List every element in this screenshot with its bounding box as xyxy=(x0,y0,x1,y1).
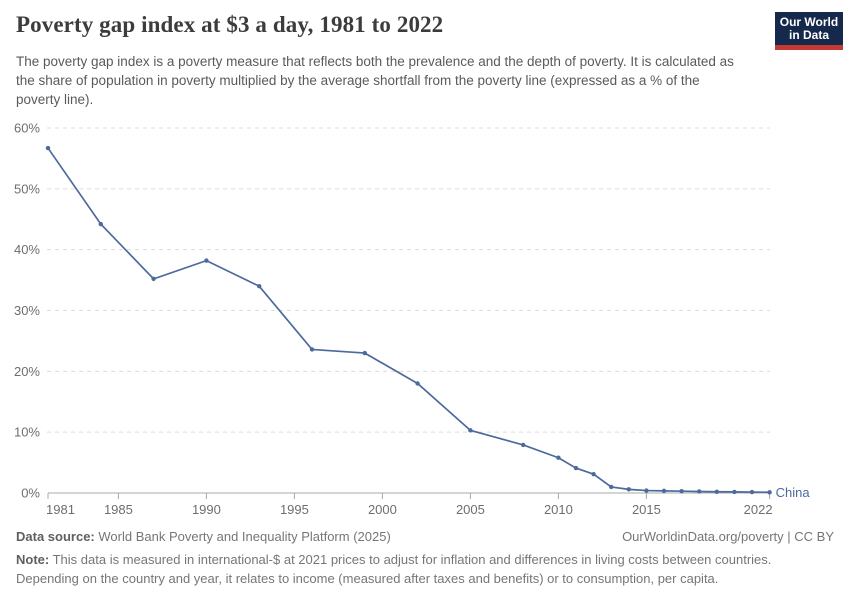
logo-text-line2: in Data xyxy=(788,28,829,42)
data-point[interactable] xyxy=(714,489,719,494)
series-end-label: China xyxy=(776,485,811,500)
data-point[interactable] xyxy=(697,489,702,494)
data-point[interactable] xyxy=(679,488,684,494)
chart-subtitle: The poverty gap index is a poverty measu… xyxy=(16,54,734,107)
data-point[interactable] xyxy=(204,258,209,263)
chart-footer: Data source: World Bank Poverty and Ineq… xyxy=(16,529,834,588)
data-point[interactable] xyxy=(151,276,156,282)
note-line: Note: This data is measured in internati… xyxy=(16,550,834,588)
data-point[interactable] xyxy=(626,487,631,492)
x-tick-label: 1990 xyxy=(192,502,221,517)
data-point[interactable] xyxy=(767,490,772,495)
data-point[interactable] xyxy=(415,381,420,386)
data-source-label: Data source: xyxy=(16,529,95,544)
data-point[interactable] xyxy=(556,455,561,460)
series-line[interactable] xyxy=(47,147,770,494)
y-tick-label: 20% xyxy=(14,364,40,379)
x-tick-label: 2000 xyxy=(368,502,397,517)
x-tick-label: 1995 xyxy=(280,502,309,517)
line-chart[interactable]: 0% 10% 20% 30% 40% 50% 60% 1981 1985 1990 1995 2000… xyxy=(0,118,850,518)
data-point[interactable] xyxy=(573,465,579,471)
owid-logo[interactable]: Our World in Data xyxy=(775,12,843,50)
data-point[interactable] xyxy=(362,350,367,356)
note-text: This data is measured in international-$… xyxy=(16,552,772,586)
x-tick-label: 2015 xyxy=(632,502,661,517)
x-tick-label: 1981 xyxy=(46,502,75,517)
data-point[interactable] xyxy=(309,347,315,352)
y-tick-label: 40% xyxy=(14,242,40,257)
data-point[interactable] xyxy=(609,484,614,490)
attribution-link[interactable]: OurWorldinData.org/poverty | CC BY xyxy=(622,529,834,544)
data-point[interactable] xyxy=(257,283,262,289)
x-tick-label: 2022 xyxy=(744,502,773,517)
x-tick-label: 2010 xyxy=(544,502,573,517)
data-point[interactable] xyxy=(45,145,51,151)
data-point[interactable] xyxy=(98,221,104,227)
y-tick-label: 10% xyxy=(14,425,40,440)
data-point[interactable] xyxy=(468,428,473,433)
x-tick-label: 1985 xyxy=(104,502,133,517)
x-tick-label: 2005 xyxy=(456,502,485,517)
y-tick-label: 50% xyxy=(14,181,40,196)
data-source-value: World Bank Poverty and Inequality Platfo… xyxy=(98,529,391,544)
data-point[interactable] xyxy=(591,471,596,477)
y-tick-label: 30% xyxy=(14,303,40,318)
data-point[interactable] xyxy=(749,489,755,495)
data-point[interactable] xyxy=(521,442,526,448)
page-title: Poverty gap index at $3 a day, 1981 to 2… xyxy=(16,12,444,37)
y-tick-label: 60% xyxy=(14,121,40,136)
data-point[interactable] xyxy=(661,488,667,494)
source-row: Data source: World Bank Poverty and Ineq… xyxy=(16,529,834,544)
data-point[interactable] xyxy=(732,489,737,495)
data-point[interactable] xyxy=(644,488,649,493)
data-source-line: Data source: World Bank Poverty and Ineq… xyxy=(16,529,391,544)
logo-text-line1: Our World xyxy=(779,15,839,29)
y-tick-label: 0% xyxy=(21,486,40,501)
note-label: Note: xyxy=(16,552,50,567)
